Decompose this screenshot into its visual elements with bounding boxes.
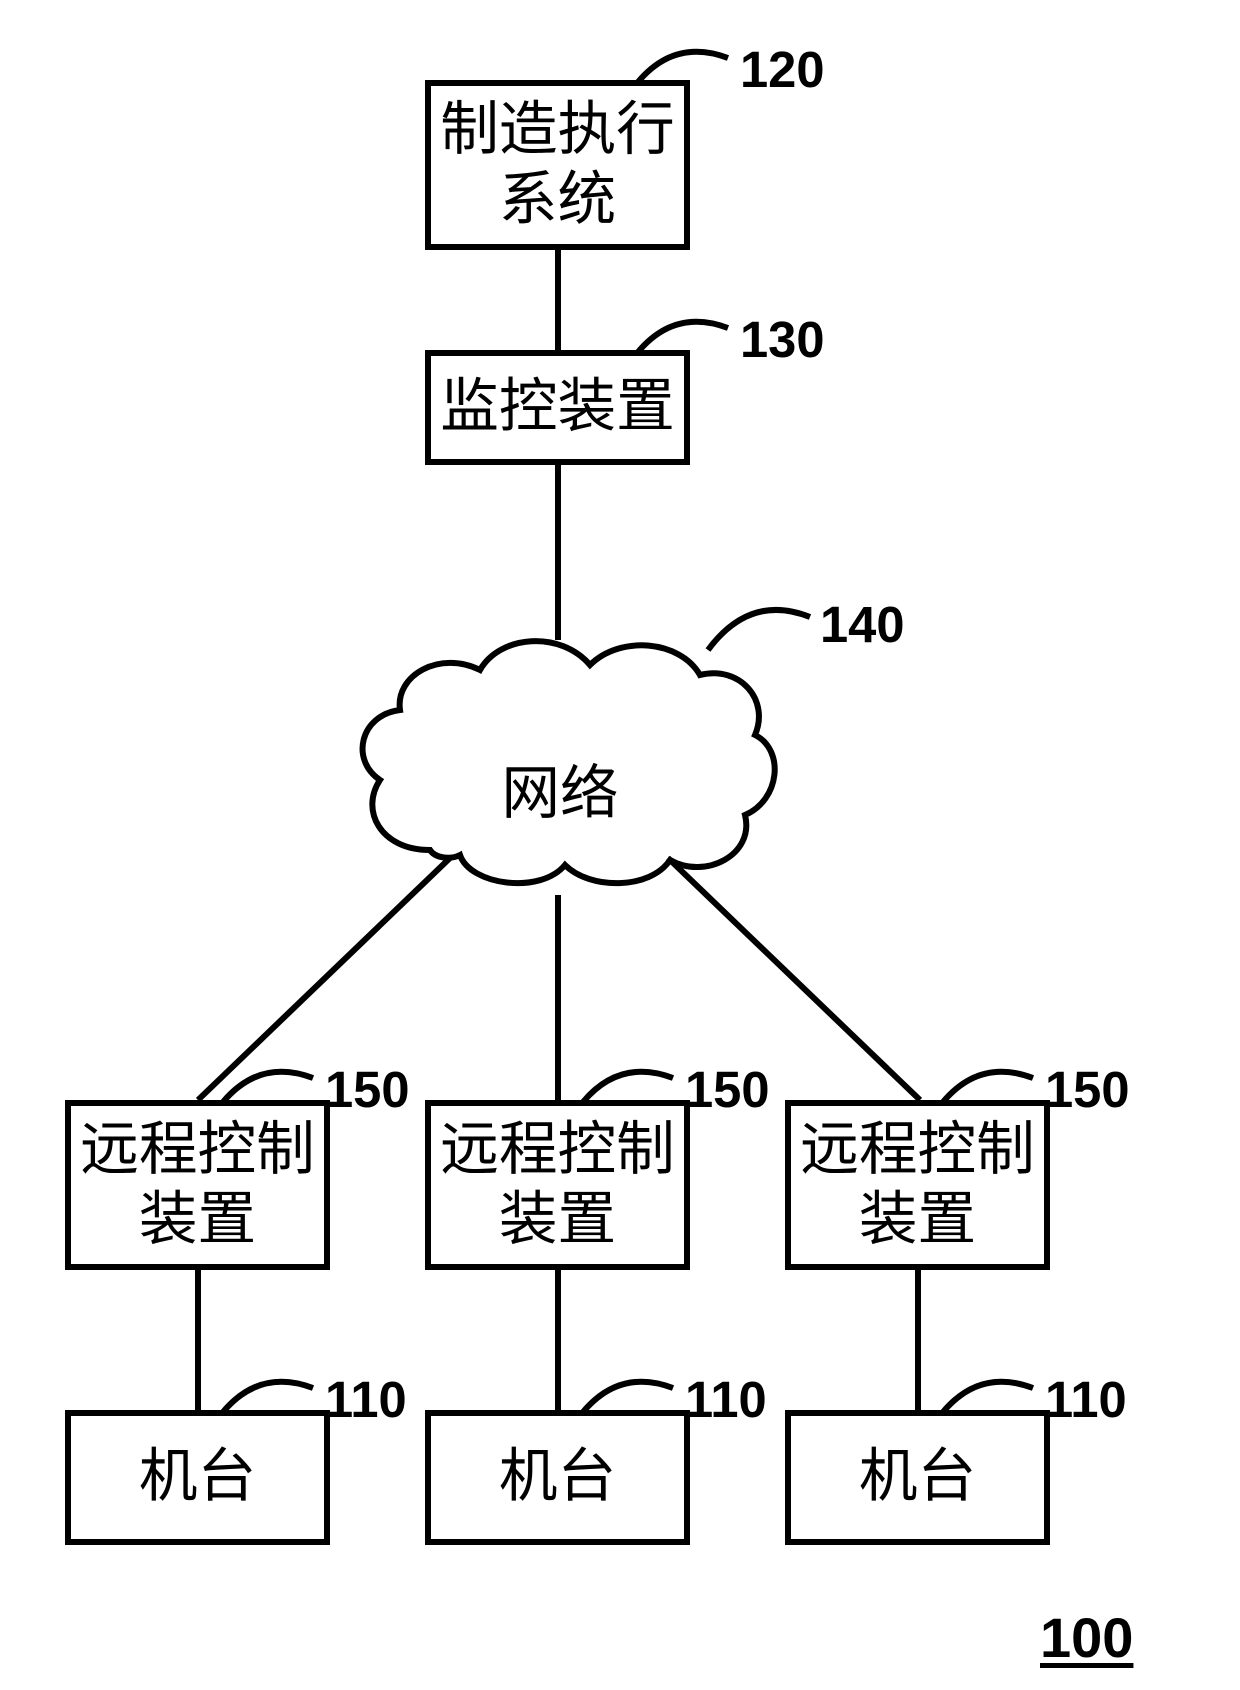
node-m1: 机台: [65, 1410, 330, 1545]
leader-rc3: [935, 1060, 1045, 1120]
node-mes-label: 制造执行系统: [440, 95, 675, 236]
node-rc2-label: 远程控制装置: [440, 1115, 675, 1256]
ref-m3: 110: [1045, 1370, 1127, 1429]
node-monitor-label: 监控装置: [440, 372, 675, 442]
system-diagram: 制造执行系统 120 监控装置 130 网络 140 远程控制装置 150 远程…: [0, 0, 1240, 1690]
ref-cloud: 140: [820, 595, 905, 654]
node-m1-label: 机台: [139, 1442, 256, 1512]
ref-rc3: 150: [1045, 1060, 1130, 1119]
edge-rc3-m3: [915, 1270, 921, 1410]
leader-m3: [935, 1370, 1045, 1430]
edge-rc1-m1: [195, 1270, 201, 1410]
node-cloud-label: 网络: [500, 745, 620, 830]
node-rc2: 远程控制装置: [425, 1100, 690, 1270]
ref-rc2: 150: [685, 1060, 770, 1119]
node-rc3: 远程控制装置: [785, 1100, 1050, 1270]
leader-m2: [575, 1370, 685, 1430]
ref-mes: 120: [740, 40, 825, 99]
node-rc1: 远程控制装置: [65, 1100, 330, 1270]
edge-monitor-cloud: [555, 465, 561, 640]
node-m2-label: 机台: [499, 1442, 616, 1512]
node-rc1-label: 远程控制装置: [80, 1115, 315, 1256]
node-m2: 机台: [425, 1410, 690, 1545]
node-m3: 机台: [785, 1410, 1050, 1545]
node-rc3-label: 远程控制装置: [800, 1115, 1035, 1256]
ref-monitor: 130: [740, 310, 825, 369]
leader-cloud: [700, 595, 820, 665]
ref-m1: 110: [325, 1370, 407, 1429]
ref-m2: 110: [685, 1370, 767, 1429]
leader-monitor: [630, 310, 740, 370]
ref-rc1: 150: [325, 1060, 410, 1119]
leader-mes: [630, 40, 740, 100]
leader-m1: [215, 1370, 325, 1430]
ref-system: 100: [1040, 1605, 1133, 1670]
edge-rc2-m2: [555, 1270, 561, 1410]
edge-cloud-rc2: [555, 895, 561, 1100]
leader-rc1: [215, 1060, 325, 1120]
node-m3-label: 机台: [859, 1442, 976, 1512]
edge-mes-monitor: [555, 250, 561, 350]
leader-rc2: [575, 1060, 685, 1120]
node-mes: 制造执行系统: [425, 80, 690, 250]
